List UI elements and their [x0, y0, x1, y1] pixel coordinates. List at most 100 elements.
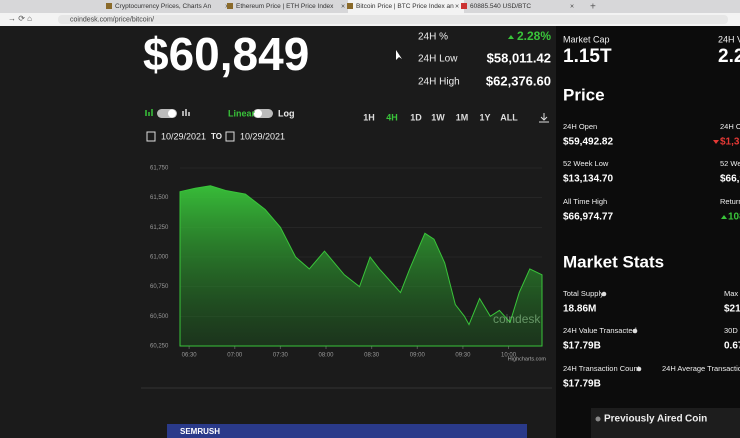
- metric-value: $17.79B: [563, 379, 601, 390]
- tab-icon: [461, 3, 467, 9]
- previously-aired-box: [591, 408, 740, 438]
- tab-title[interactable]: Cryptocurrency Prices, Charts An: [115, 3, 211, 10]
- cursor: [396, 50, 402, 60]
- range-button[interactable]: 1W: [431, 112, 445, 122]
- bar-icon[interactable]: [182, 109, 190, 116]
- url[interactable]: coindesk.com/price/bitcoin/: [70, 16, 154, 23]
- x-tick-label: 07:30: [273, 353, 289, 359]
- calendar-icon[interactable]: [146, 131, 156, 142]
- metric-value: $21: [724, 304, 740, 315]
- y-tick-label: 61,750: [150, 166, 169, 172]
- arrow-icon: [507, 35, 514, 39]
- side-panel: [556, 26, 740, 438]
- metric-value: 1.15T: [563, 46, 612, 67]
- stat-value: $62,376.60: [486, 73, 551, 88]
- metric-label: Market Cap: [563, 34, 610, 44]
- metric-value: 0.67: [724, 341, 740, 352]
- price-area: [179, 185, 543, 347]
- tab-title[interactable]: Ethereum Price | ETH Price Index: [236, 3, 334, 10]
- scale-log[interactable]: Log: [278, 108, 295, 118]
- stat-label: 24H Low: [418, 54, 458, 65]
- x-tick-label: 08:30: [364, 353, 380, 359]
- x-tick-label: 10:00: [501, 353, 517, 359]
- metric-label: All Time High: [563, 197, 607, 206]
- date-to[interactable]: 10/29/2021: [240, 131, 285, 141]
- tab-close[interactable]: ×: [570, 3, 574, 10]
- tab-title[interactable]: Bitcoin Price | BTC Price Index an: [356, 3, 454, 10]
- metric-label: Total Supply: [563, 289, 604, 298]
- chart-icon[interactable]: [145, 109, 153, 116]
- range-button[interactable]: 1H: [363, 112, 375, 122]
- metric-label: 30D Vola: [724, 326, 740, 335]
- previously-aired: Previously Aired: [604, 414, 683, 425]
- tab-title[interactable]: 60885.540 USD/BTC: [470, 3, 531, 10]
- x-tick-label: 09:00: [410, 353, 426, 359]
- metric-value: 18.86M: [563, 304, 596, 315]
- tab-close[interactable]: ×: [455, 3, 459, 10]
- metric-label: 52 Week Low: [563, 159, 609, 168]
- metric-label: 24H O: [720, 122, 740, 131]
- watermark: coindesk: [493, 312, 541, 326]
- range-button[interactable]: ALL: [500, 112, 518, 122]
- metric-label: Max S: [724, 289, 740, 298]
- range-button[interactable]: 1M: [456, 112, 469, 122]
- date-from[interactable]: 10/29/2021: [161, 131, 206, 141]
- stat-label: 24H High: [418, 77, 460, 88]
- x-tick-label: 07:00: [227, 353, 243, 359]
- y-tick-label: 61,250: [150, 225, 169, 231]
- metric-label: 24H V: [718, 34, 740, 44]
- coin[interactable]: Coin: [685, 414, 707, 425]
- calendar-icon[interactable]: [225, 131, 235, 142]
- metric-label: 24H Value Transacted: [563, 326, 637, 335]
- section-title: Market Stats: [563, 252, 664, 271]
- y-tick-label: 61,000: [150, 255, 169, 261]
- new-tab[interactable]: +: [590, 2, 596, 13]
- x-tick-label: 09:30: [455, 353, 471, 359]
- metric-label: Returns (Y: [720, 197, 740, 206]
- y-tick-label: 61,500: [150, 195, 169, 201]
- chart-credit: Highcharts.com: [508, 356, 547, 362]
- section-title: Price: [563, 85, 605, 104]
- active-tab[interactable]: [348, 0, 464, 13]
- metric-label: 24H Open: [563, 122, 597, 131]
- ad-text[interactable]: SEMRUSH: [180, 427, 220, 436]
- tab-icon: [227, 3, 233, 9]
- metric-value: 2.2: [718, 46, 740, 67]
- ad-banner[interactable]: [167, 424, 527, 438]
- info-icon[interactable]: [636, 366, 642, 372]
- y-tick-label: 60,250: [150, 344, 169, 350]
- scale-linear[interactable]: Linear: [228, 108, 256, 118]
- price: $60,849: [143, 28, 309, 80]
- range-button[interactable]: 4H: [386, 112, 398, 122]
- range-button[interactable]: 1D: [410, 112, 422, 122]
- nav-buttons[interactable]: → ⟳ ⌂: [8, 14, 32, 23]
- info-icon[interactable]: [632, 328, 638, 334]
- tab-close[interactable]: ×: [341, 3, 345, 10]
- metric-value: 108: [728, 212, 740, 223]
- stat-value: 2.28%: [517, 29, 551, 43]
- y-tick-label: 60,500: [150, 314, 169, 320]
- arrow-icon: [713, 140, 719, 144]
- tab-icon: [347, 3, 353, 9]
- metric-value: $66,97: [720, 174, 740, 185]
- metric-value: $17.79B: [563, 341, 601, 352]
- arrow-icon: [721, 215, 727, 219]
- metric-label: 24H Transaction Count: [563, 364, 641, 373]
- metric-label: 52 Week: [720, 159, 740, 168]
- metric-value: $1,3: [720, 137, 740, 148]
- x-tick-label: 08:00: [319, 353, 335, 359]
- stat-label: 24H %: [418, 32, 448, 43]
- toggle-knob: [168, 109, 176, 118]
- url-field[interactable]: [58, 15, 728, 24]
- x-tick-label: 06:30: [182, 353, 198, 359]
- info-icon[interactable]: [601, 291, 607, 297]
- range-button[interactable]: 1Y: [479, 112, 490, 122]
- tab-icon: [106, 3, 112, 9]
- stat-value: $58,011.42: [487, 50, 551, 65]
- download-icon[interactable]: [539, 113, 549, 123]
- metric-value: $66,974.77: [563, 212, 613, 223]
- y-tick-label: 60,750: [150, 284, 169, 290]
- date-to-label: TO: [211, 132, 222, 141]
- scale-toggle-knob: [254, 109, 262, 118]
